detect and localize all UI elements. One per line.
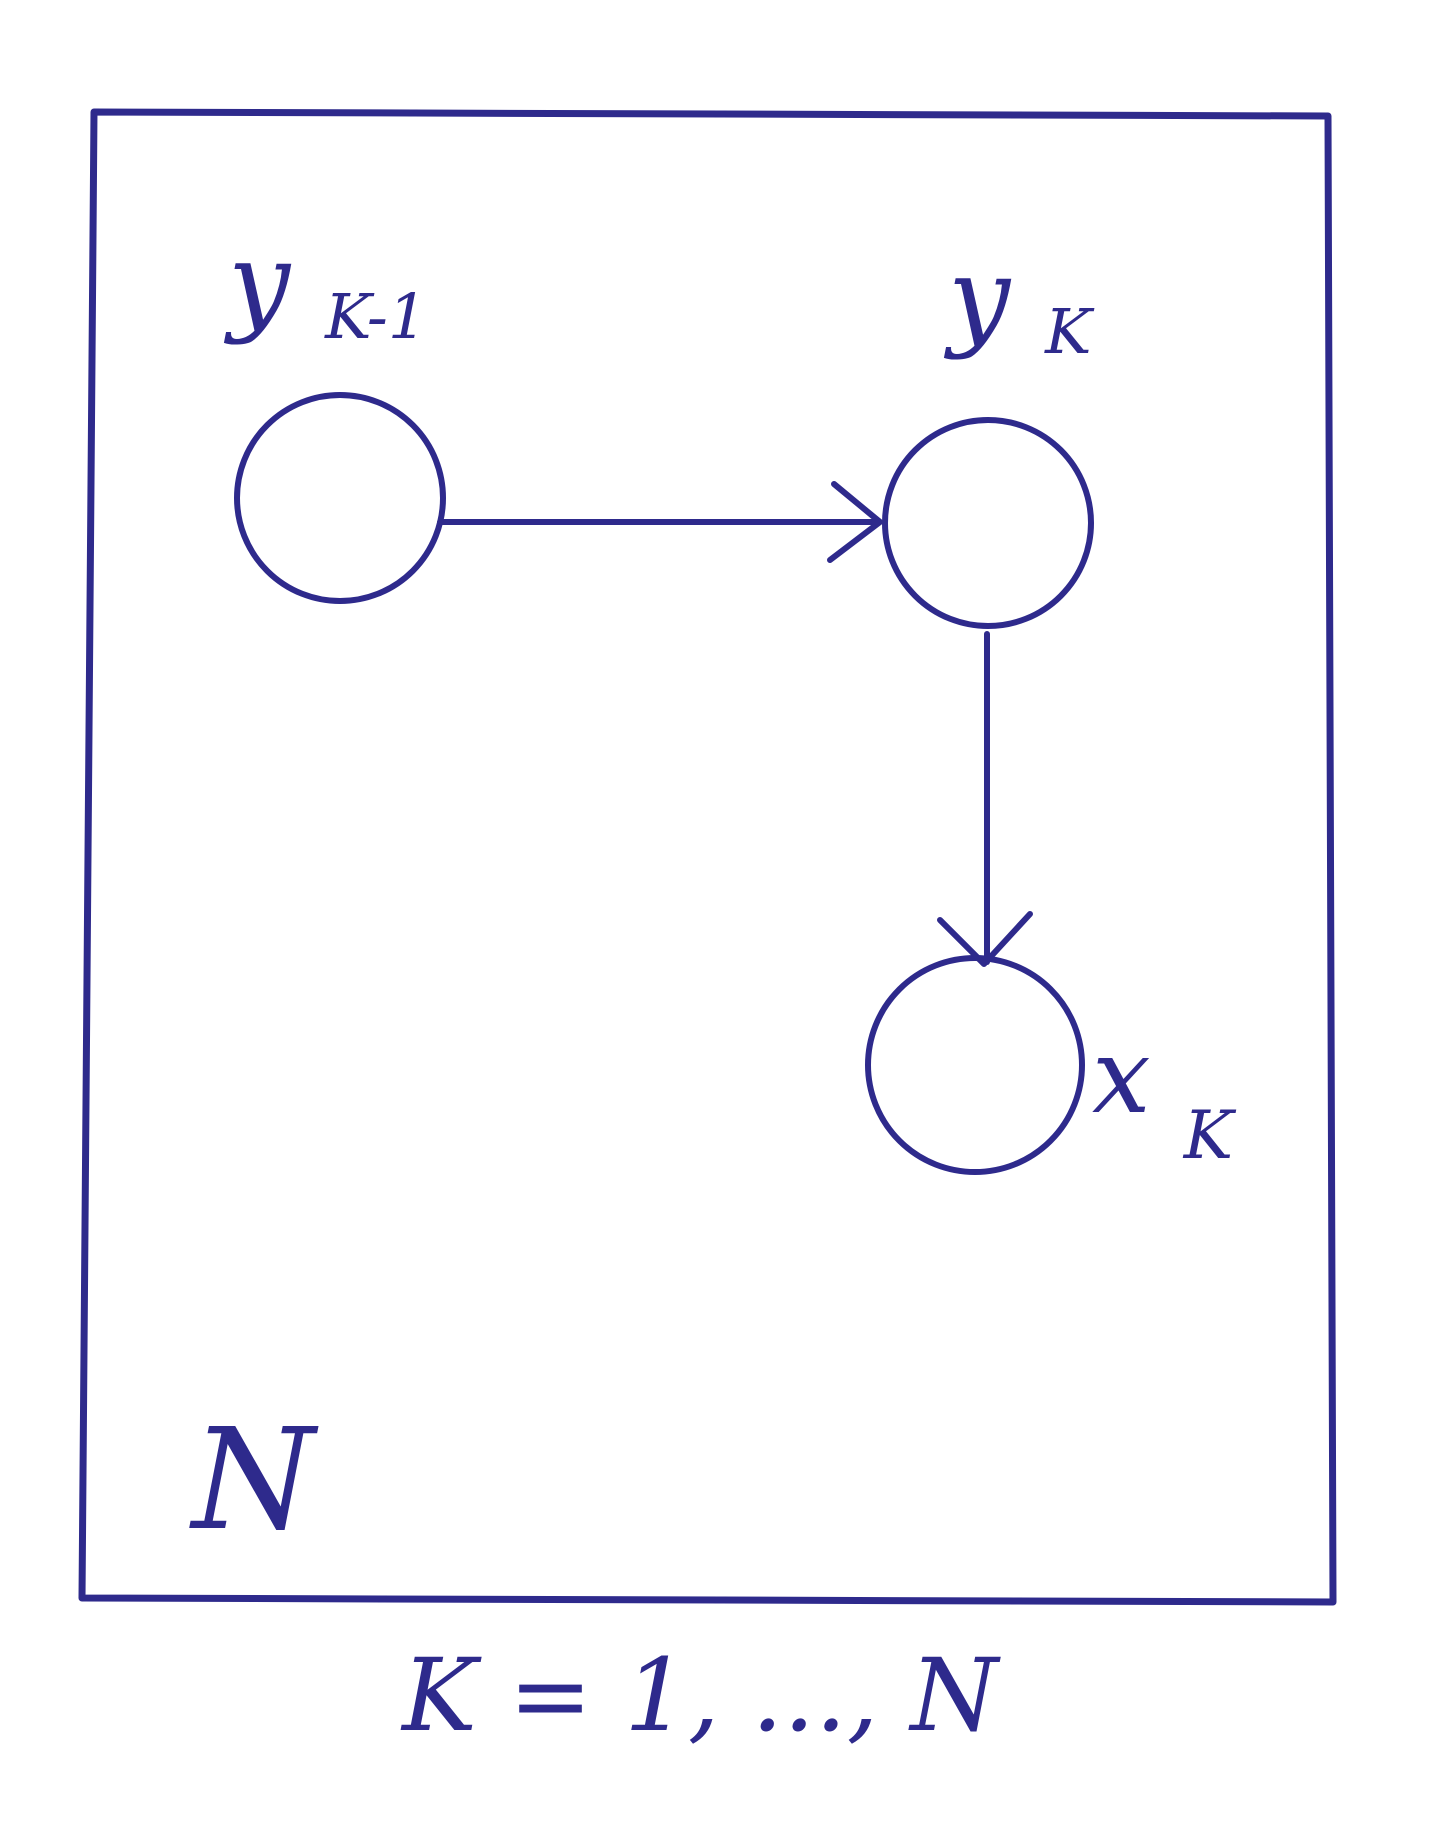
label-y-k-minus-1-sub: K-1 (324, 280, 427, 353)
label-x-k-sub: K (1183, 1097, 1237, 1174)
label-y-k-minus-1-main: y (223, 218, 292, 346)
label-y-k-minus-1: y K-1 (223, 218, 427, 353)
label-y-k-sub: K (1044, 295, 1095, 368)
plate-label: N (189, 1399, 319, 1562)
node-y-k-minus-1 (234, 392, 446, 604)
plate-rectangle (78, 108, 1337, 1606)
label-x-k-main: x (1092, 1015, 1151, 1137)
label-y-k: y K (943, 233, 1095, 368)
plate-index: K = 1, ..., N (400, 1637, 1001, 1754)
node-y-k (882, 417, 1094, 629)
arrowhead-x-k (937, 911, 1033, 967)
label-x-k: x K (1092, 1015, 1237, 1174)
label-y-k-main: y (943, 233, 1012, 361)
node-x-k (865, 955, 1085, 1175)
arrowhead-y-k (827, 481, 883, 563)
